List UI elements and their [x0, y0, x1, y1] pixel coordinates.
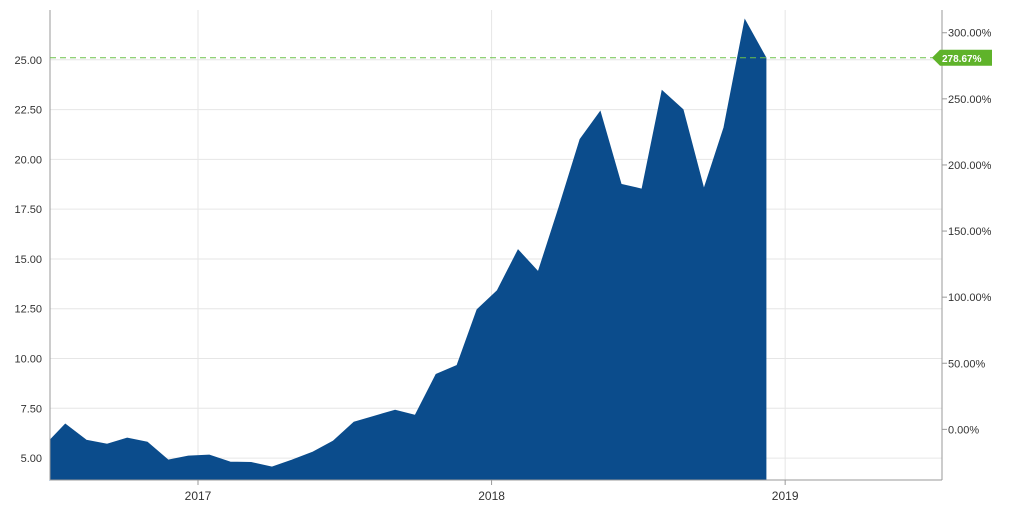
y-right-tick-label: 150.00%: [948, 226, 992, 238]
last-value-label: 278.67%: [942, 54, 982, 65]
x-tick-label: 2017: [185, 489, 212, 503]
axes: 5.00 7.50 10.00 12.50 15.00 17.50 20.00 22.50 25…: [14, 10, 992, 503]
y-left-tick-label: 25.00: [14, 55, 42, 67]
area-series-0: [49, 18, 767, 481]
y-right-tick-label: 300.00%: [948, 28, 992, 40]
last-value-badge: [932, 49, 992, 66]
y-right-tick-label: 100.00%: [948, 292, 992, 304]
y-left-tick-label: 17.50: [14, 204, 42, 216]
y-left-tick-label: 7.50: [21, 403, 42, 415]
y-right-tick-label: 50.00%: [948, 358, 986, 370]
gridlines: [50, 10, 942, 480]
y-right-tick-label: 0.00%: [948, 424, 979, 436]
y-right-tick-label: 250.00%: [948, 94, 992, 106]
y-left-tick-label: 5.00: [21, 453, 42, 465]
y-left-tick-label: 12.50: [14, 304, 42, 316]
last-value-marker: 278.67%: [50, 49, 992, 66]
x-tick-label: 2018: [478, 489, 505, 503]
series-area: [49, 18, 767, 481]
y-right-tick-label: 200.00%: [948, 160, 992, 172]
y-left-tick-label: 20.00: [14, 154, 42, 166]
x-tick-label: 2019: [772, 489, 799, 503]
y-left-tick-label: 22.50: [14, 105, 42, 117]
y-left-tick-label: 15.00: [14, 254, 42, 266]
y-left-tick-label: 10.00: [14, 354, 42, 366]
